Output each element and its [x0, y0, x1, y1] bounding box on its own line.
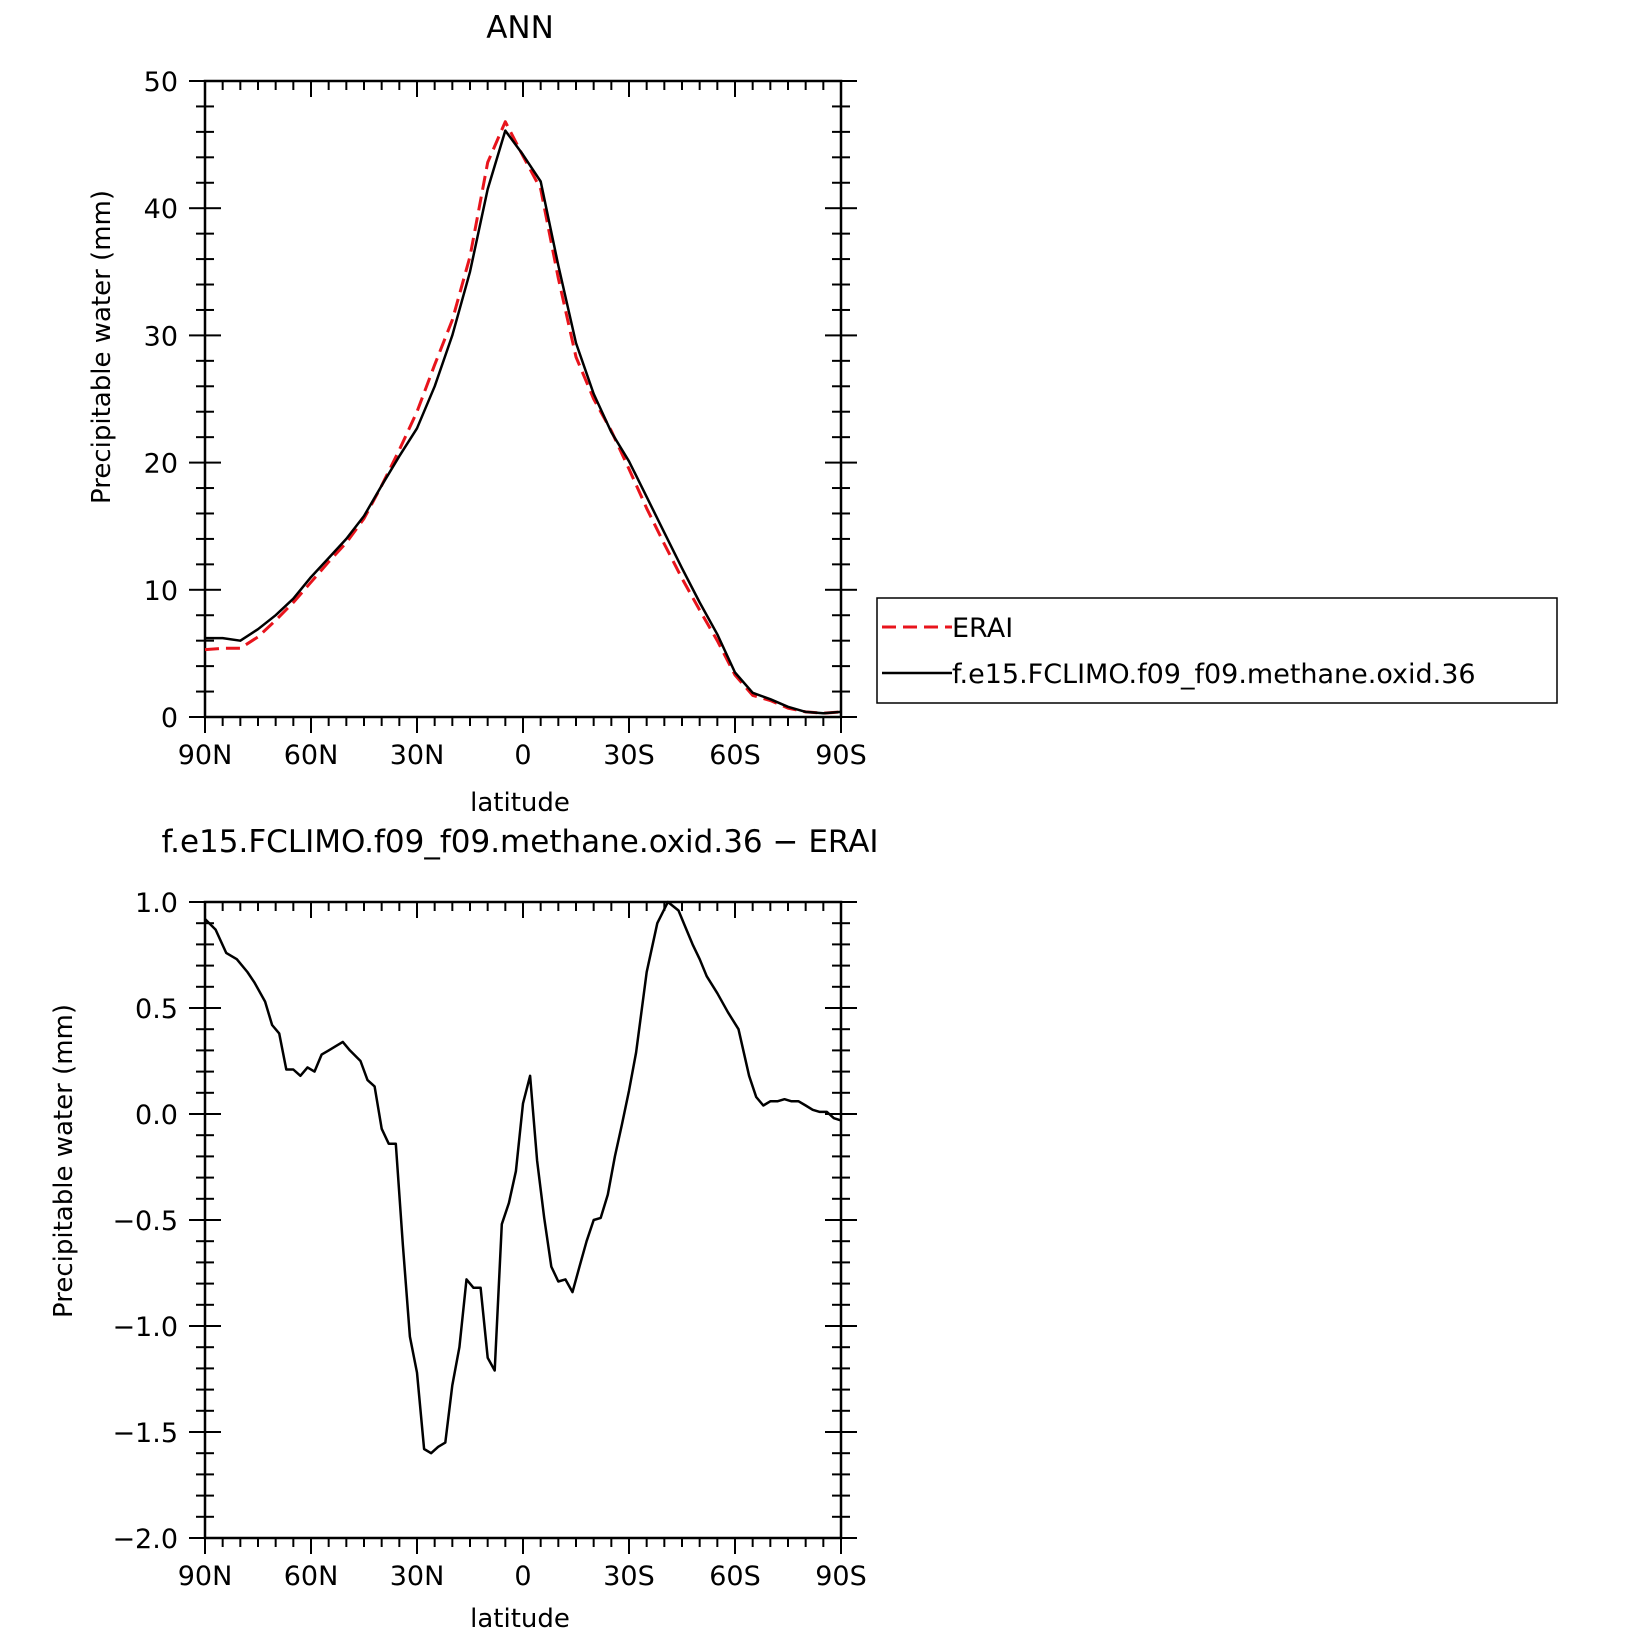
x-tick-label: 60N [284, 740, 339, 771]
x-tick-label: 30N [390, 1561, 445, 1592]
top-panel: ANN 90N 60N 30N 0 30S 60S 90S 0 10 20 30 40 50 latit… [87, 10, 867, 818]
x-tick-label: 90S [815, 1561, 867, 1592]
y-tick-label: −2.0 [112, 1524, 178, 1555]
bottom-panel: f.e15.FCLIMO.f09_f09.methane.oxid.36 − E… [49, 824, 879, 1634]
y-tick-label: 50 [144, 67, 178, 98]
x-tick-label: 30S [603, 1561, 655, 1592]
series-line-0 [204, 120, 842, 715]
x-tick-label: 0 [514, 740, 531, 771]
series-line-0 [204, 900, 842, 1455]
y-tick-label: −1.5 [112, 1418, 178, 1449]
plot-frame [203, 79, 843, 719]
x-tick-label: 30N [390, 740, 445, 771]
y-tick-label: 0 [161, 703, 178, 734]
x-tick-label: 90N [178, 740, 233, 771]
y-tick-label: 10 [144, 576, 178, 607]
bottom-x-axis-label: latitude [470, 1604, 570, 1634]
x-tick-label: 60N [284, 1561, 339, 1592]
legend-label-erai: ERAI [952, 613, 1013, 644]
legend-label-model: f.e15.FCLIMO.f09_f09.methane.oxid.36 [952, 659, 1476, 690]
bottom-plot-area: 90N 60N 30N 0 30S 60S 90S −2.0 −1.5 −1.0 −0.5 0.0 0.… [112, 888, 866, 1592]
y-tick-label: 40 [144, 194, 178, 225]
x-tick-label: 30S [603, 740, 655, 771]
x-tick-label: 60S [709, 740, 761, 771]
top-plot-area: 90N 60N 30N 0 30S 60S 90S 0 10 20 30 40 50 [144, 67, 867, 771]
legend: ERAI f.e15.FCLIMO.f09_f09.methane.oxid.3… [876, 597, 1558, 704]
y-tick-label: 0.0 [135, 1100, 178, 1131]
bottom-y-axis-label: Precipitable water (mm) [49, 1004, 79, 1318]
y-tick-label: 30 [144, 321, 178, 352]
x-tick-label: 90N [178, 1561, 233, 1592]
top-y-axis-label: Precipitable water (mm) [87, 190, 117, 504]
plot-frame [203, 900, 843, 1540]
y-tick-label: 1.0 [135, 888, 178, 919]
x-tick-label: 90S [815, 740, 867, 771]
x-tick-label: 0 [514, 1561, 531, 1592]
x-tick-label: 60S [709, 1561, 761, 1592]
y-tick-label: −0.5 [112, 1206, 178, 1237]
y-tick-label: −1.0 [112, 1312, 178, 1343]
y-tick-label: 20 [144, 449, 178, 480]
legend-box [876, 597, 1558, 704]
top-x-axis-label: latitude [470, 788, 570, 818]
top-chart-title: ANN [486, 10, 554, 46]
series-line-1 [205, 129, 842, 715]
y-tick-label: 0.5 [135, 994, 178, 1025]
bottom-chart-title: f.e15.FCLIMO.f09_f09.methane.oxid.36 − E… [161, 824, 878, 860]
